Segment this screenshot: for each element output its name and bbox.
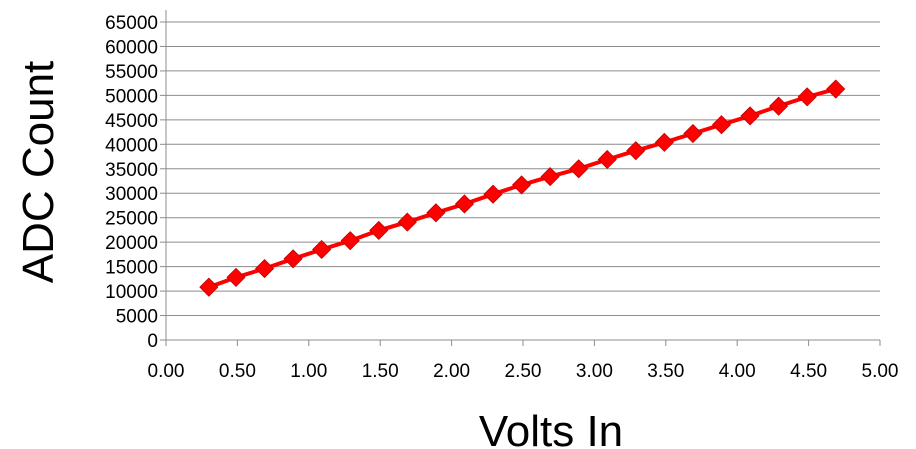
data-point-marker — [199, 277, 219, 297]
y-tick-label: 50000 — [105, 86, 158, 107]
x-tick-labels: 0.00 0.50 1.00 1.50 2.00 2.50 3.00 3.50 4.00 4.50… — [148, 361, 899, 382]
y-tick-label: 40000 — [105, 135, 158, 156]
x-axis-title: Volts In — [479, 407, 623, 449]
y-tick-label: 55000 — [105, 62, 158, 83]
data-point-marker — [769, 96, 789, 116]
axes — [160, 10, 881, 346]
data-point-marker — [254, 259, 275, 279]
y-tick-label: 15000 — [105, 258, 158, 279]
series-layer — [199, 79, 846, 297]
y-tick-label: 35000 — [105, 160, 158, 181]
y-tick-label: 25000 — [105, 209, 158, 230]
y-tick-label: 60000 — [105, 37, 158, 58]
data-point-marker — [711, 115, 732, 135]
x-tick-label: 3.00 — [576, 361, 613, 382]
data-point-marker — [740, 106, 760, 126]
y-tick-label: 65000 — [105, 13, 158, 34]
y-tick-label: 45000 — [105, 111, 158, 132]
y-tick-labels: 0 5000 10000 15000 20000 25000 30000 35000 40000… — [105, 13, 158, 352]
x-tick-label: 1.00 — [290, 361, 327, 382]
y-tick-label: 0 — [147, 331, 158, 352]
data-point-marker — [283, 249, 303, 269]
x-tick-label: 4.00 — [719, 361, 756, 382]
data-point-marker — [569, 159, 589, 179]
data-point-marker — [483, 184, 503, 204]
data-point-marker — [340, 231, 360, 251]
data-point-marker — [540, 167, 560, 187]
data-point-marker — [397, 212, 417, 232]
y-tick-label: 5000 — [116, 307, 158, 328]
data-point-marker — [797, 87, 817, 107]
x-tick-label: 2.50 — [505, 361, 542, 382]
y-tick-label: 20000 — [105, 233, 158, 254]
data-point-marker — [426, 203, 446, 223]
x-tick-label: 4.50 — [790, 361, 827, 382]
y-tick-label: 30000 — [105, 184, 158, 205]
x-tick-label: 5.00 — [862, 361, 899, 382]
y-axis-title: ADC Count — [14, 61, 63, 284]
data-point-marker — [826, 79, 846, 99]
data-point-marker — [312, 239, 332, 260]
x-tick-label: 0.50 — [219, 361, 256, 382]
y-tick-label: 10000 — [105, 282, 158, 303]
x-tick-label: 0.00 — [148, 361, 185, 382]
data-point-marker — [654, 132, 674, 152]
x-tick-label: 3.50 — [647, 361, 684, 382]
data-point-marker — [369, 220, 389, 240]
data-point-marker — [626, 141, 646, 161]
data-point-marker — [683, 123, 703, 144]
x-tick-label: 1.50 — [362, 361, 399, 382]
data-point-marker — [454, 194, 475, 214]
data-point-marker — [597, 149, 617, 170]
data-point-marker — [226, 267, 246, 287]
x-tick-label: 2.00 — [433, 361, 470, 382]
gridlines — [166, 21, 880, 317]
data-point-marker — [512, 175, 532, 195]
